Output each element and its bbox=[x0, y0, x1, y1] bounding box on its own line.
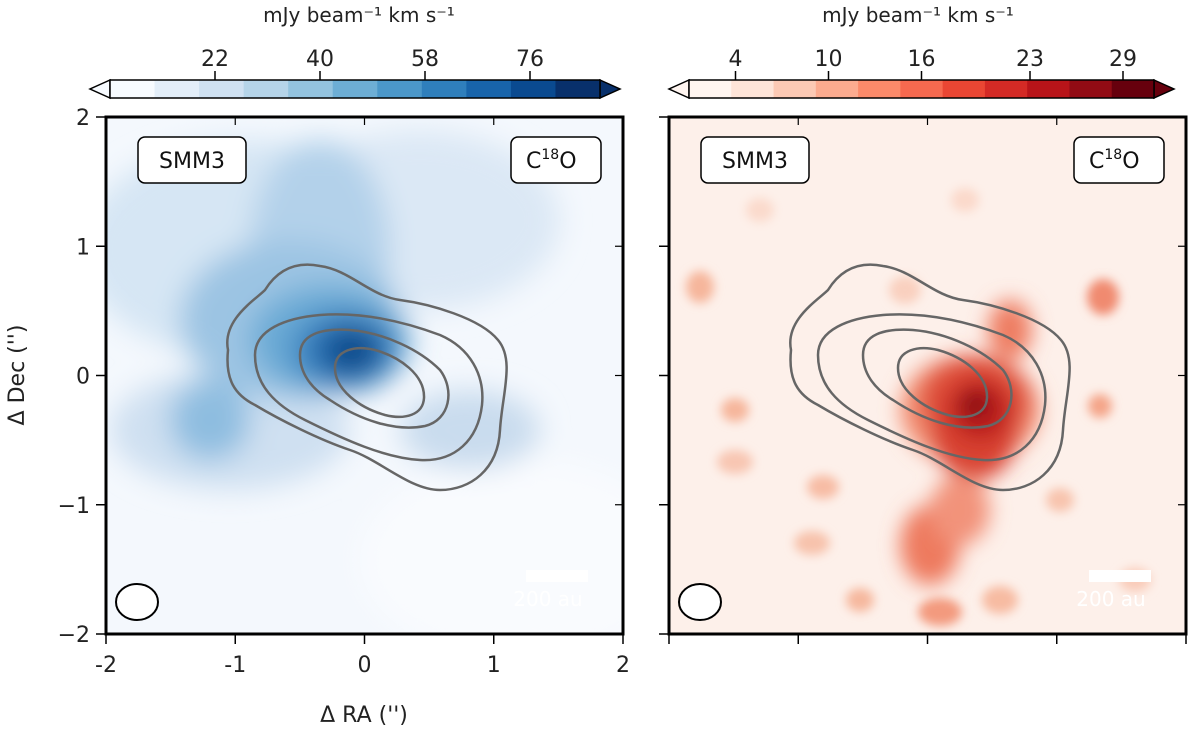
colorbar-0-tick-label: 58 bbox=[411, 47, 439, 72]
right-beam-ellipse bbox=[678, 583, 722, 621]
colorbar-1-segment bbox=[900, 80, 944, 98]
colorbar-0-tick-label: 40 bbox=[306, 47, 334, 72]
colorbar-1-tick-label: 23 bbox=[1016, 47, 1044, 72]
colorbar-1-segment bbox=[858, 80, 901, 98]
right-colorbar-ticks: 4 10 16 23 29 bbox=[729, 47, 1137, 80]
colorbar-0-segment bbox=[421, 80, 467, 98]
colorbar-1-tick-label: 4 bbox=[729, 47, 743, 72]
colorbar-0-frame bbox=[109, 79, 601, 99]
colorbar-0-min-arrow bbox=[88, 78, 111, 100]
colorbar-1-segment bbox=[731, 80, 775, 98]
left-panel: 200 au SMM3 C18O -2 -1 0 1 2 2 1 0 −1 −2 Δ RA (''… bbox=[5, 106, 630, 728]
svg-text:SMM3: SMM3 bbox=[159, 149, 225, 174]
left-contour-2 bbox=[253, 313, 484, 462]
colorbar-0-tick-label: 76 bbox=[516, 47, 544, 72]
colorbar-0-segment bbox=[154, 80, 200, 98]
colorbar-1-segment bbox=[1111, 80, 1155, 98]
left-scale-bar bbox=[526, 570, 588, 582]
right-molecule-label: C18O bbox=[1073, 136, 1165, 184]
colorbar-1-segment bbox=[942, 80, 986, 98]
colorbar-1-tick-label: 10 bbox=[815, 47, 843, 72]
colorbar-1-min-arrow bbox=[667, 78, 690, 100]
right-scale-bar bbox=[1089, 570, 1151, 582]
right-contour-3 bbox=[861, 328, 1013, 429]
right-contour-2 bbox=[816, 313, 1047, 462]
left-xlabel: Δ RA ('') bbox=[320, 703, 408, 728]
left-colorbar-label: mJy beam⁻¹ km s⁻¹ bbox=[263, 3, 455, 27]
colorbar-1-segment bbox=[984, 80, 1028, 98]
right-panel: 200 au SMM3 C18O bbox=[659, 115, 1188, 644]
svg-text:SMM3: SMM3 bbox=[722, 149, 788, 174]
colorbar-0-max-arrow bbox=[599, 78, 622, 100]
left-colorbar-ticks: 22 40 58 76 bbox=[201, 47, 544, 80]
panel-0-xtick-label: 2 bbox=[616, 653, 630, 678]
right-contour-1 bbox=[789, 263, 1071, 492]
left-dust-contours bbox=[226, 263, 508, 492]
left-source-label: SMM3 bbox=[137, 136, 247, 184]
colorbar-0-segment bbox=[288, 80, 334, 98]
colorbar-0-segment bbox=[199, 80, 245, 98]
right-source-label: SMM3 bbox=[700, 136, 810, 184]
left-colorbar-bar bbox=[88, 78, 622, 100]
left-colorbar: mJy beam⁻¹ km s⁻¹ 22 40 58 76 bbox=[88, 3, 622, 100]
left-emission-map: 200 au bbox=[106, 117, 623, 634]
panel-0-xtick-label: 1 bbox=[487, 653, 501, 678]
right-contour-4 bbox=[896, 346, 989, 419]
panel-0-ytick-label: 1 bbox=[76, 235, 90, 260]
panel-0-ytick-label: 2 bbox=[76, 106, 90, 131]
right-emission-map: 200 au bbox=[669, 117, 1186, 634]
right-scale-bar-label: 200 au bbox=[1076, 587, 1145, 611]
colorbar-1-segment bbox=[815, 80, 859, 98]
left-scale-bar-label: 200 au bbox=[513, 587, 582, 611]
panel-0-ytick-label: −1 bbox=[58, 494, 90, 519]
left-ylabel: Δ Dec ('') bbox=[5, 325, 30, 426]
right-colorbar-label: mJy beam⁻¹ km s⁻¹ bbox=[822, 3, 1014, 27]
colorbar-0-segment bbox=[466, 80, 512, 98]
colorbar-1-segment bbox=[1069, 80, 1113, 98]
colorbar-0-segment bbox=[377, 80, 423, 98]
panel-0-xtick-label: -2 bbox=[95, 653, 117, 678]
right-colorbar-bar bbox=[667, 78, 1176, 100]
left-contour-3 bbox=[298, 328, 450, 429]
colorbar-1-segment bbox=[773, 80, 817, 98]
colorbar-1-tick-label: 29 bbox=[1109, 47, 1137, 72]
svg-text:C18O: C18O bbox=[526, 147, 577, 174]
colorbar-0-segment bbox=[332, 80, 378, 98]
colorbar-0-segment bbox=[243, 80, 289, 98]
svg-text:C18O: C18O bbox=[1089, 147, 1140, 174]
colorbar-1-frame bbox=[688, 79, 1155, 99]
right-dust-contours bbox=[789, 263, 1071, 492]
colorbar-0-tick-label: 22 bbox=[201, 47, 229, 72]
right-axis-ticks bbox=[659, 116, 1187, 644]
left-beam-ellipse bbox=[115, 583, 159, 621]
panel-0-xtick-label: 0 bbox=[358, 653, 372, 678]
panel-0-ytick-label: 0 bbox=[76, 365, 90, 390]
left-contour-1 bbox=[226, 263, 508, 492]
panel-0-xtick-label: -1 bbox=[224, 653, 246, 678]
right-colorbar: mJy beam⁻¹ km s⁻¹ 4 10 16 23 29 bbox=[667, 3, 1176, 100]
colorbar-0-segment bbox=[510, 80, 557, 98]
colorbar-1-tick-label: 16 bbox=[908, 47, 936, 72]
panel-0-ytick-label: −2 bbox=[58, 623, 90, 648]
left-contour-4 bbox=[333, 346, 426, 419]
left-axis-ticks: -2 -1 0 1 2 2 1 0 −1 −2 bbox=[58, 106, 630, 678]
colorbar-1-max-arrow bbox=[1153, 78, 1176, 100]
left-molecule-label: C18O bbox=[510, 136, 602, 184]
colorbar-1-segment bbox=[689, 80, 732, 98]
colorbar-0-segment bbox=[555, 80, 601, 98]
colorbar-1-segment bbox=[1027, 80, 1071, 98]
colorbar-0-segment bbox=[110, 80, 156, 98]
